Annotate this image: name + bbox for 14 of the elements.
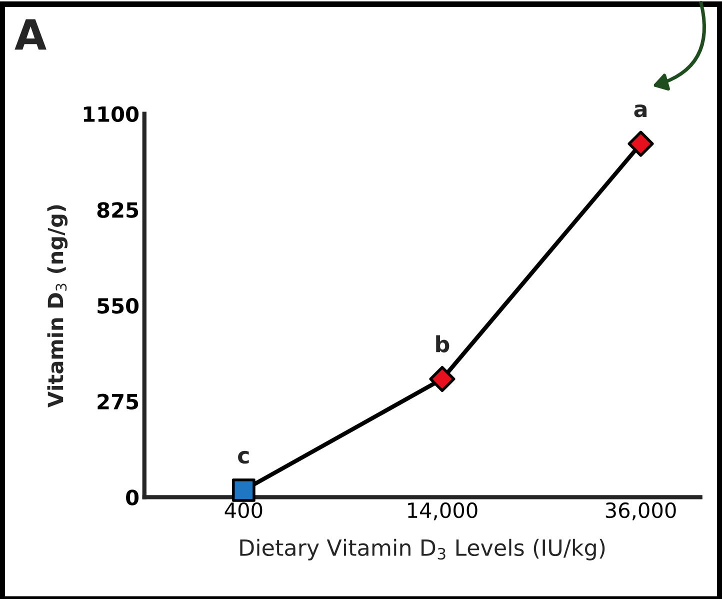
y-tick-label: 1100 bbox=[84, 106, 139, 122]
y-tick-label: 0 bbox=[126, 490, 139, 506]
annotation: b bbox=[436, 335, 450, 352]
annotation: a bbox=[634, 104, 647, 118]
x-tick-label: 400 bbox=[224, 502, 262, 518]
y-axis-title: Vitamin D$_{3}$ (ng/g) bbox=[47, 205, 68, 408]
x-axis-title: Dietary Vitamin D$_{3}$ Levels (IU/kg) bbox=[240, 538, 605, 560]
y-tick-label: 825 bbox=[97, 202, 138, 218]
annotation: c bbox=[238, 450, 249, 464]
chart-title: A bbox=[14, 19, 46, 50]
x-tick-label: 14,000 bbox=[408, 502, 478, 520]
y-tick-label: 550 bbox=[98, 298, 139, 314]
x-tick-label: 36,000 bbox=[606, 502, 676, 520]
y-tick-label: 275 bbox=[98, 394, 138, 410]
